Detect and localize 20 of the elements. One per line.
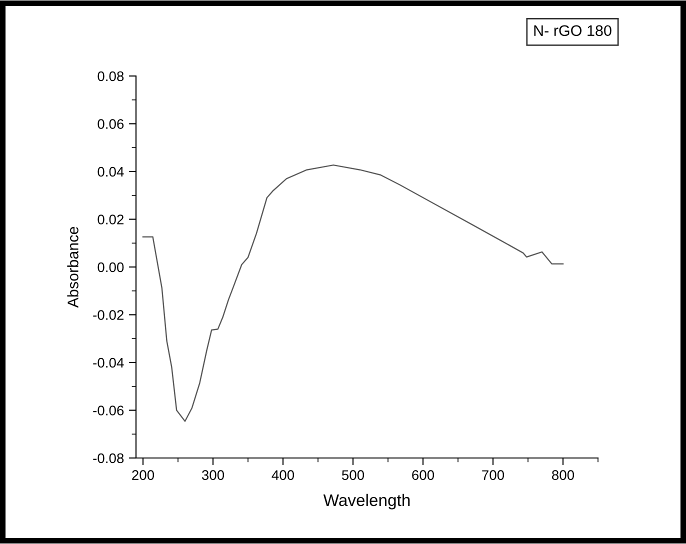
y-tick-label: 0.02 bbox=[98, 214, 124, 224]
y-tick-label: 0.08 bbox=[98, 71, 124, 82]
y-tick-label: -0.06 bbox=[93, 406, 124, 416]
y-tick-label: -0.04 bbox=[93, 358, 124, 368]
y-axis-title: Absorbance bbox=[67, 226, 78, 308]
x-tick-label: 800 bbox=[552, 470, 574, 480]
y-tick-label: 0.04 bbox=[98, 166, 124, 177]
x-axis-title: Wavelength bbox=[323, 494, 410, 510]
x-tick-label: 400 bbox=[272, 470, 294, 480]
x-tick-label: 500 bbox=[342, 470, 364, 480]
y-tick-label: 0.00 bbox=[98, 262, 124, 272]
y-tick-label: 0.06 bbox=[98, 119, 124, 129]
line-series bbox=[142, 164, 564, 422]
x-tick-label: 200 bbox=[132, 470, 154, 480]
x-tick-label: 700 bbox=[482, 470, 504, 480]
text: N- rGO 180 bbox=[534, 25, 612, 36]
x-tick-label: 600 bbox=[412, 470, 434, 480]
y-tick-label: -0.02 bbox=[93, 310, 124, 320]
x-tick-label: 300 bbox=[202, 470, 224, 480]
y-tick-label: -0.08 bbox=[93, 453, 124, 464]
